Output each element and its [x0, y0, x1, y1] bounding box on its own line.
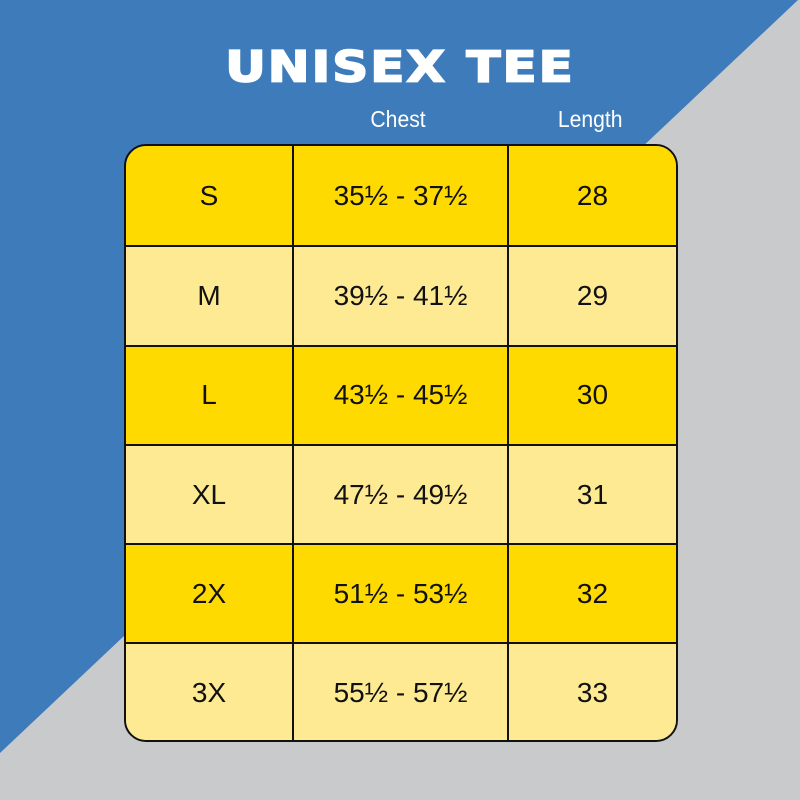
- size-cell: 2X: [126, 545, 294, 643]
- header-length: Length: [557, 106, 623, 132]
- size-table: S 35½ - 37½ 28 M 39½ - 41½ 29 L 43½ - 45…: [124, 144, 678, 742]
- length-cell: 32: [576, 577, 609, 609]
- table-row: L 43½ - 45½ 30: [126, 344, 676, 444]
- size-cell: XL: [126, 445, 294, 544]
- table-row: S 35½ - 37½ 28: [126, 146, 676, 246]
- size-cell: S: [126, 146, 294, 246]
- page-title: UNISEX TEE: [224, 41, 575, 92]
- chest-cell: 47½ - 49½: [294, 445, 509, 544]
- table-row: 2X 51½ - 53½ 32: [126, 543, 676, 643]
- chest-cell: 51½ - 53½: [294, 545, 509, 643]
- header-chest: Chest: [370, 106, 426, 132]
- length-cell: 28: [576, 179, 609, 211]
- size-cell: L: [126, 346, 294, 444]
- length-cell: 29: [576, 279, 609, 311]
- chest-cell: 35½ - 37½: [294, 146, 509, 246]
- table-row: 3X 55½ - 57½ 33: [126, 642, 676, 740]
- length-cell: 33: [576, 677, 609, 709]
- length-cell: 30: [576, 379, 609, 411]
- size-cell: M: [126, 247, 294, 345]
- chest-cell: 39½ - 41½: [294, 247, 509, 345]
- table-row: M 39½ - 41½ 29: [126, 245, 676, 345]
- chest-cell: 55½ - 57½: [294, 644, 509, 740]
- size-cell: 3X: [126, 644, 294, 740]
- table-row: XL 47½ - 49½ 31: [126, 443, 676, 544]
- chest-cell: 43½ - 45½: [294, 346, 509, 444]
- length-cell: 31: [576, 478, 609, 510]
